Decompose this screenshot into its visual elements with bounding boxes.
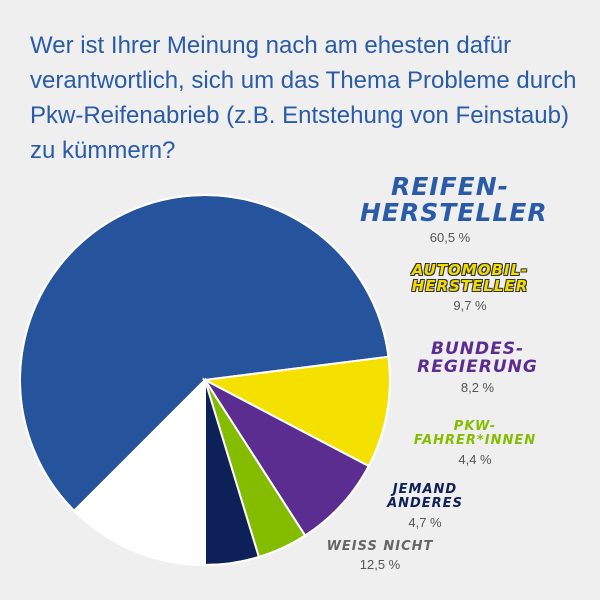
pie-outline [19, 194, 391, 566]
slice-label-line2: FAHRER*INNEN [413, 433, 537, 448]
slice-label-line2: REGIERUNG [417, 357, 538, 377]
slice-label-weiss-nicht: WEISS NICHT 12,5 % [305, 539, 455, 573]
slice-label-bundesregierung: BUNDES- REGIERUNG 8,2 % [400, 340, 555, 395]
slice-label-line1: JEMAND [392, 482, 458, 497]
slice-label-line1: REIFEN- [390, 172, 510, 201]
slice-label-automobilhersteller: AUTOMOBIL- HERSTELLER 9,7 % [385, 262, 555, 313]
slice-label-line1: PKW- [453, 419, 497, 434]
question-title: Wer ist Ihrer Meinung nach am ehesten da… [30, 32, 577, 164]
slice-label-line2: HERSTELLER [411, 277, 529, 295]
slice-label-reifenhersteller: REIFEN- HERSTELLER 60,5 % [360, 172, 548, 246]
slice-value-label: 12,5 % [359, 557, 401, 572]
slice-label-line1: WEISS NICHT [326, 539, 434, 554]
slice-label-pkw-fahrerinnen: PKW- FAHRER*INNEN 4,4 % [390, 419, 560, 468]
slice-value-label: 4,4 % [458, 452, 492, 467]
slice-label-line2: HERSTELLER [360, 198, 548, 227]
slice-label-jemand-anderes: JEMAND ANDERES 4,7 % [370, 482, 480, 531]
slice-label-line1: BUNDES- [430, 339, 524, 359]
slice-label-line2: ANDERES [387, 496, 463, 511]
slice-value-label: 8,2 % [460, 380, 495, 395]
slice-value-label: 4,7 % [408, 515, 442, 530]
slice-value-label: 60,5 % [429, 230, 471, 245]
slice-label-line1: AUTOMOBIL- [411, 261, 529, 279]
slice-value-label: 9,7 % [453, 298, 487, 313]
